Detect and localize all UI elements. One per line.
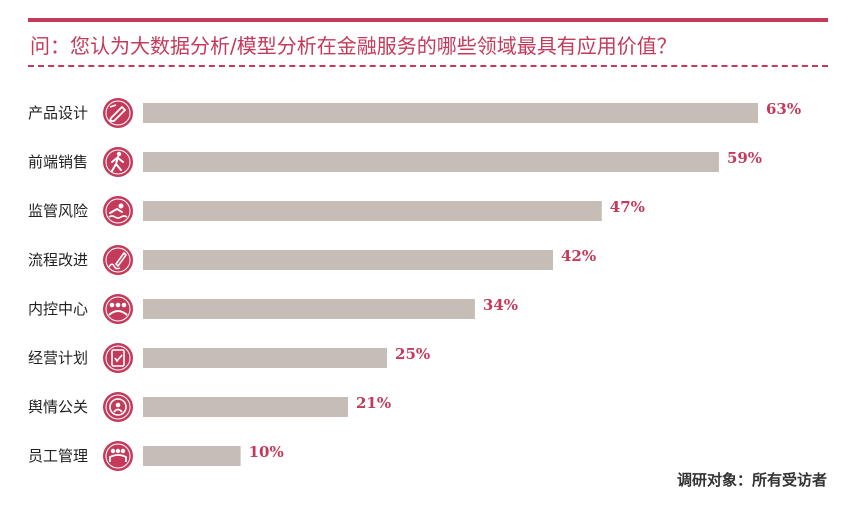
signature-pen-icon xyxy=(103,245,133,275)
swimmer-icon xyxy=(103,196,133,226)
value-label-row-3: 47% xyxy=(610,198,645,216)
value-label-row-6: 25% xyxy=(395,345,430,363)
group-people-icon xyxy=(103,441,133,471)
value-label-row-8: 10% xyxy=(249,443,284,461)
bar-row-8 xyxy=(143,446,241,466)
chart-title: 问：您认为大数据分析/模型分析在金融服务的哪些领域最具有应用价值？ xyxy=(30,34,677,58)
clipboard-check-icon xyxy=(103,343,133,373)
walking-person-icon xyxy=(103,147,133,177)
title-dashed-divider xyxy=(28,65,828,67)
pencil-ruler-icon xyxy=(103,98,133,128)
bar-row-2 xyxy=(143,152,719,172)
bar-row-4 xyxy=(143,250,553,270)
category-label-row-4: 流程改进 xyxy=(28,251,88,269)
category-label-row-8: 员工管理 xyxy=(28,447,88,465)
value-label-row-5: 34% xyxy=(483,296,518,314)
category-label-row-5: 内控中心 xyxy=(28,300,88,318)
target-people-icon xyxy=(103,392,133,422)
value-label-row-2: 59% xyxy=(727,149,762,167)
category-label-row-6: 经营计划 xyxy=(28,349,88,367)
team-hands-icon xyxy=(103,294,133,324)
bar-row-1 xyxy=(143,103,758,123)
bar-row-5 xyxy=(143,299,475,319)
category-label-row-7: 舆情公关 xyxy=(28,398,88,416)
value-label-row-7: 21% xyxy=(356,394,391,412)
value-label-row-1: 63% xyxy=(766,100,801,118)
category-label-row-1: 产品设计 xyxy=(28,104,88,122)
top-accent-rule xyxy=(28,18,828,22)
bar-row-3 xyxy=(143,201,602,221)
survey-footnote: 调研对象：所有受访者 xyxy=(676,471,827,489)
value-label-row-4: 42% xyxy=(561,247,596,265)
bar-row-6 xyxy=(143,348,388,368)
category-label-row-3: 监管风险 xyxy=(28,202,88,220)
bar-row-7 xyxy=(143,397,348,417)
category-label-row-2: 前端销售 xyxy=(28,153,88,171)
